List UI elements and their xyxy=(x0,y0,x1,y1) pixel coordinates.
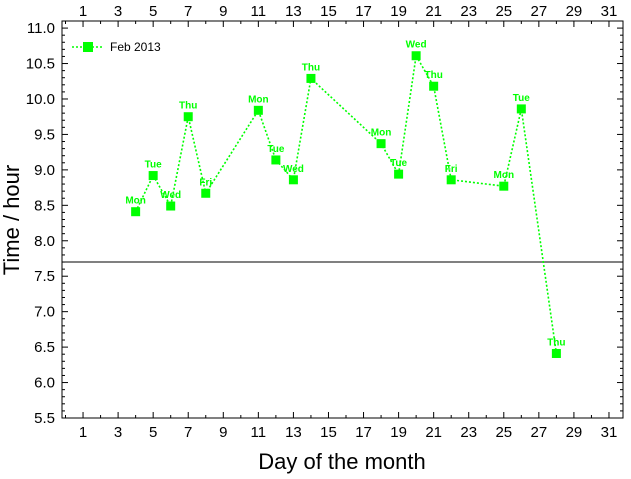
top-axis-tick-label: 29 xyxy=(566,3,583,20)
x-tick-label: 29 xyxy=(566,424,583,441)
top-axis-tick-label: 27 xyxy=(531,3,548,20)
data-point-label: Mon xyxy=(125,196,146,207)
data-point xyxy=(551,348,561,358)
plot-area xyxy=(61,20,624,419)
data-point-label: Thu xyxy=(302,62,320,73)
top-axis-tick-label: 3 xyxy=(114,3,122,20)
top-axis-tick-label: 31 xyxy=(601,3,618,20)
data-point xyxy=(131,207,141,217)
tick-labels: 1 3 5 7 9 11 13 15 17 19 21 23 25 27 29 311 3 5 7 9 11 13 15 17… xyxy=(26,3,618,441)
data-point-label: Thu xyxy=(179,101,197,112)
data-point-label: Thu xyxy=(424,70,442,81)
y-tick-label: 7.0 xyxy=(34,304,55,321)
data-point xyxy=(148,171,158,181)
x-tick-label: 23 xyxy=(460,424,477,441)
data-point-label: Tue xyxy=(390,158,407,169)
data-point xyxy=(499,181,509,191)
top-axis-tick-label: 1 xyxy=(79,3,87,20)
top-axis-tick-label: 11 xyxy=(251,3,267,20)
data-point xyxy=(271,155,281,165)
top-axis-tick-label: 23 xyxy=(460,3,477,20)
data-point-label: Mon xyxy=(371,128,392,139)
x-tick-label: 5 xyxy=(149,424,157,441)
data-point-label: Wed xyxy=(160,190,181,201)
data-point-label: Tue xyxy=(145,160,162,171)
legend-label: Feb 2013 xyxy=(110,40,161,54)
y-tick-label: 9.0 xyxy=(34,162,55,179)
data-point xyxy=(394,169,404,179)
x-tick-label: 13 xyxy=(285,424,302,441)
legend: Feb 2013 xyxy=(72,40,161,54)
x-tick-label: 11 xyxy=(251,424,267,441)
data-point-label: Fri xyxy=(445,164,458,175)
data-point-label: Mon xyxy=(494,170,515,181)
x-tick-label: 3 xyxy=(114,424,122,441)
data-point xyxy=(183,112,193,122)
x-axis-title: Day of the month xyxy=(258,449,426,474)
y-tick-label: 7.5 xyxy=(34,268,55,285)
top-axis-tick-label: 17 xyxy=(355,3,372,20)
data-point xyxy=(516,104,526,114)
data-point-label: Wed xyxy=(283,164,304,175)
y-tick-label: 8.5 xyxy=(34,197,55,214)
top-axis-tick-label: 19 xyxy=(390,3,407,20)
data-point xyxy=(253,105,263,115)
data-point xyxy=(376,139,386,149)
top-axis-tick-label: 13 xyxy=(285,3,302,20)
top-axis-tick-label: 5 xyxy=(149,3,157,20)
x-tick-label: 25 xyxy=(495,424,512,441)
x-tick-label: 31 xyxy=(601,424,618,441)
y-tick-label: 6.0 xyxy=(34,375,55,392)
data-point xyxy=(411,51,421,61)
top-axis-tick-label: 15 xyxy=(320,3,337,20)
x-tick-label: 9 xyxy=(219,424,227,441)
x-tick-label: 27 xyxy=(531,424,548,441)
y-tick-label: 6.5 xyxy=(34,339,55,356)
y-tick-label: 9.5 xyxy=(34,126,55,143)
data-point-label: Wed xyxy=(406,40,427,51)
y-tick-label: 8.0 xyxy=(34,233,55,250)
x-tick-label: 19 xyxy=(390,424,407,441)
data-point-label: Mon xyxy=(248,94,269,105)
top-axis-tick-label: 7 xyxy=(184,3,192,20)
top-axis-tick-label: 21 xyxy=(425,3,442,20)
x-tick-label: 17 xyxy=(355,424,372,441)
data-point xyxy=(306,73,316,83)
y-tick-label: 10.5 xyxy=(26,56,55,73)
data-point xyxy=(446,175,456,185)
legend-marker xyxy=(83,42,93,52)
point-labels: Mon Tue Wed Thu Fri Mon Tue Wed Thu Mon Tue Wed Thu F… xyxy=(125,40,565,349)
x-tick-label: 21 xyxy=(425,424,442,441)
series-markers xyxy=(131,51,561,358)
top-axis-tick-label: 9 xyxy=(219,3,227,20)
y-tick-label: 5.5 xyxy=(34,410,55,427)
data-point-label: Tue xyxy=(267,144,284,155)
data-point xyxy=(288,175,298,185)
axis-ticks xyxy=(62,20,623,419)
data-point xyxy=(201,188,211,198)
top-axis-tick-label: 25 xyxy=(495,3,512,20)
data-point xyxy=(429,81,439,91)
data-point xyxy=(166,201,176,211)
y-tick-label: 11.0 xyxy=(27,20,55,37)
x-tick-label: 7 xyxy=(184,424,192,441)
y-axis-title: Time / hour xyxy=(0,165,24,275)
x-tick-label: 15 xyxy=(320,424,337,441)
data-point-label: Thu xyxy=(547,337,565,348)
x-tick-label: 1 xyxy=(79,424,87,441)
y-tick-label: 10.0 xyxy=(26,91,55,108)
data-point-label: Fri xyxy=(199,177,212,188)
data-point-label: Tue xyxy=(513,93,530,104)
